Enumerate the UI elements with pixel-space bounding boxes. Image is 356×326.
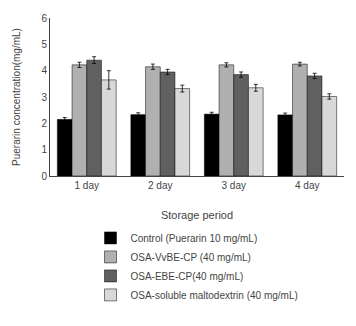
svg-text:3: 3: [41, 92, 47, 103]
svg-text:4: 4: [41, 65, 47, 76]
svg-text:OSA-soluble maltodextrin (40 m: OSA-soluble maltodextrin (40 mg/mL): [131, 290, 298, 301]
svg-text:1 day: 1 day: [75, 180, 99, 191]
svg-text:3 day: 3 day: [222, 180, 246, 191]
svg-text:0: 0: [41, 171, 47, 182]
svg-text:OSA-EBE-CP(40 mg/mL): OSA-EBE-CP(40 mg/mL): [131, 271, 244, 282]
svg-text:2 day: 2 day: [148, 180, 172, 191]
svg-text:OSA-VvBE-CP (40 mg/mL): OSA-VvBE-CP (40 mg/mL): [131, 252, 251, 263]
svg-text:4 day: 4 day: [295, 180, 319, 191]
svg-text:Control (Puerarin 10 mg/mL): Control (Puerarin 10 mg/mL): [131, 233, 258, 244]
svg-text:Puerarin concentration(mg/mL): Puerarin concentration(mg/mL): [11, 28, 22, 166]
svg-text:5: 5: [41, 39, 47, 50]
svg-text:2: 2: [41, 118, 47, 129]
svg-text:Storage period: Storage period: [161, 209, 233, 221]
svg-text:6: 6: [41, 13, 47, 24]
svg-text:1: 1: [41, 144, 47, 155]
